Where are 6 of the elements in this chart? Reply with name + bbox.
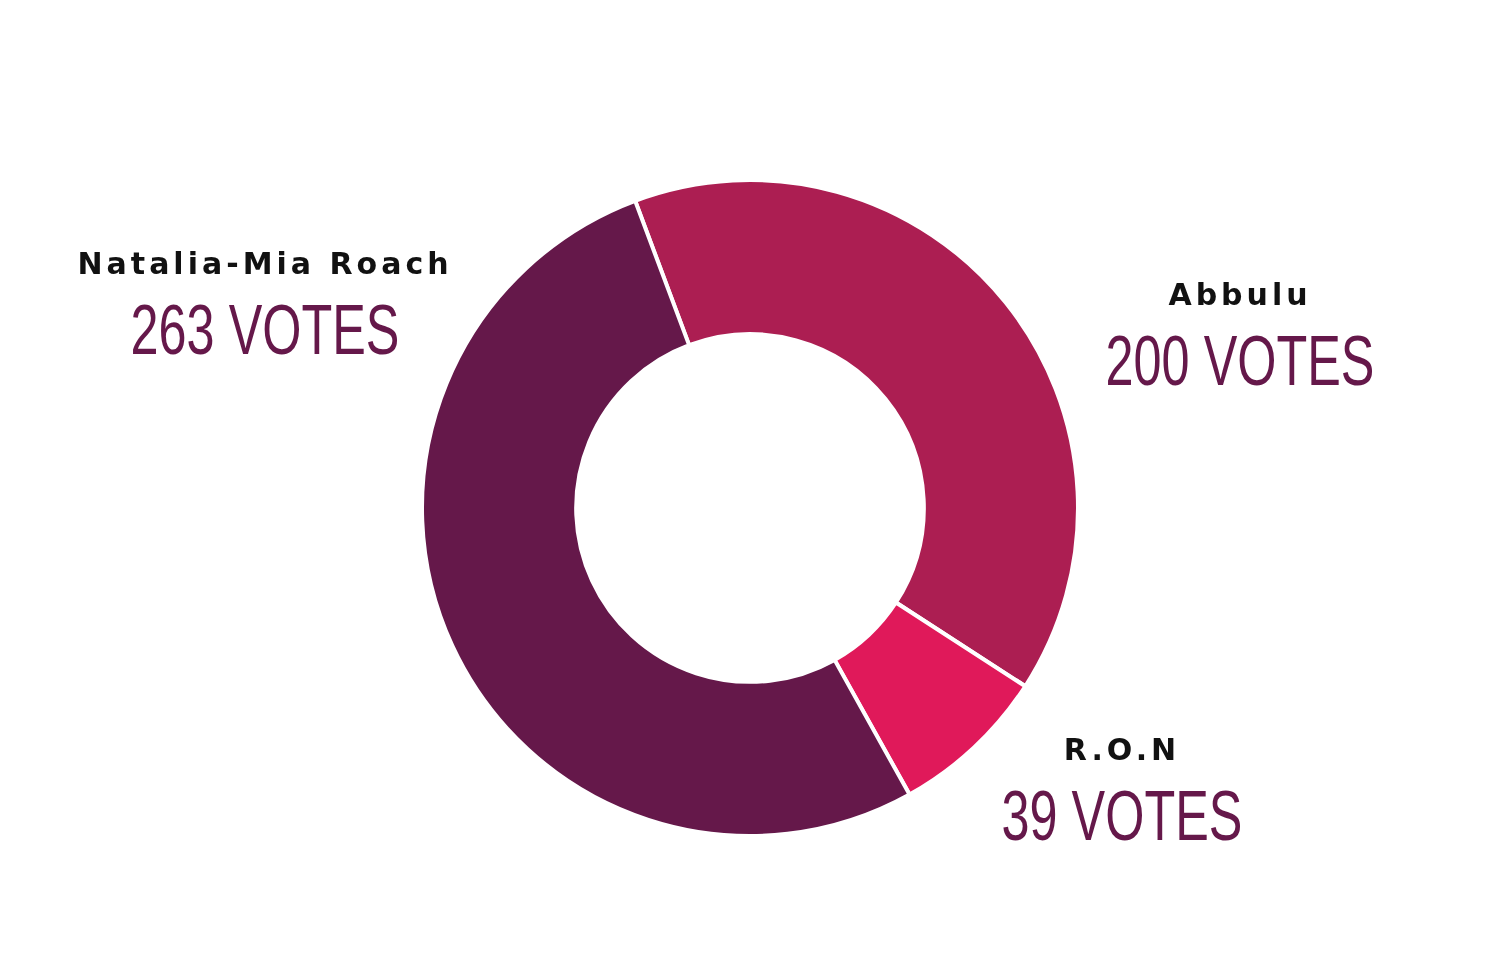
data-label: 263 VOTES: [130, 290, 400, 369]
slice-label: Natalia-Mia Roach: [77, 246, 453, 281]
data-label: 200 VOTES: [1105, 321, 1375, 400]
slice-label: R.O.N: [1063, 732, 1181, 767]
slice-label: Abbulu: [1168, 277, 1312, 312]
data-label: 39 VOTES: [1001, 776, 1243, 855]
